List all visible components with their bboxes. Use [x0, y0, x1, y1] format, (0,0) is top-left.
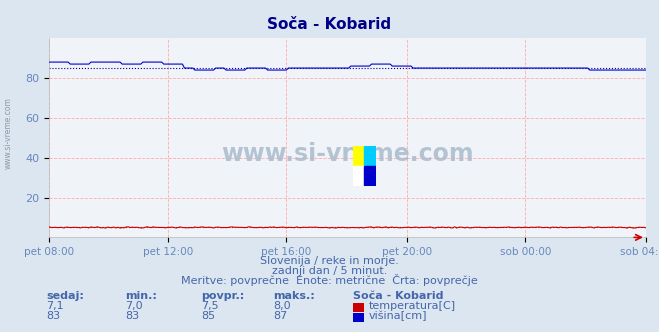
Text: Soča - Kobarid: Soča - Kobarid	[353, 291, 443, 301]
Bar	[353, 146, 364, 166]
Text: Slovenija / reke in morje.: Slovenija / reke in morje.	[260, 256, 399, 266]
Bar	[364, 166, 376, 186]
Bar	[353, 166, 364, 186]
Text: maks.:: maks.:	[273, 291, 315, 301]
Text: 87: 87	[273, 311, 288, 321]
Text: 7,1: 7,1	[46, 301, 64, 311]
Text: višina[cm]: višina[cm]	[369, 311, 428, 321]
Text: Meritve: povprečne  Enote: metrične  Črta: povprečje: Meritve: povprečne Enote: metrične Črta:…	[181, 274, 478, 286]
Text: povpr.:: povpr.:	[201, 291, 244, 301]
Text: 85: 85	[201, 311, 215, 321]
Text: 7,0: 7,0	[125, 301, 143, 311]
Text: min.:: min.:	[125, 291, 157, 301]
Bar	[364, 146, 376, 166]
Text: temperatura[C]: temperatura[C]	[369, 301, 456, 311]
Text: zadnji dan / 5 minut.: zadnji dan / 5 minut.	[272, 266, 387, 276]
Text: 83: 83	[46, 311, 60, 321]
Text: sedaj:: sedaj:	[46, 291, 84, 301]
Text: Soča - Kobarid: Soča - Kobarid	[268, 17, 391, 32]
Text: www.si-vreme.com: www.si-vreme.com	[3, 97, 13, 169]
Text: 8,0: 8,0	[273, 301, 291, 311]
Text: www.si-vreme.com: www.si-vreme.com	[221, 142, 474, 166]
Text: 83: 83	[125, 311, 139, 321]
Text: 7,5: 7,5	[201, 301, 219, 311]
